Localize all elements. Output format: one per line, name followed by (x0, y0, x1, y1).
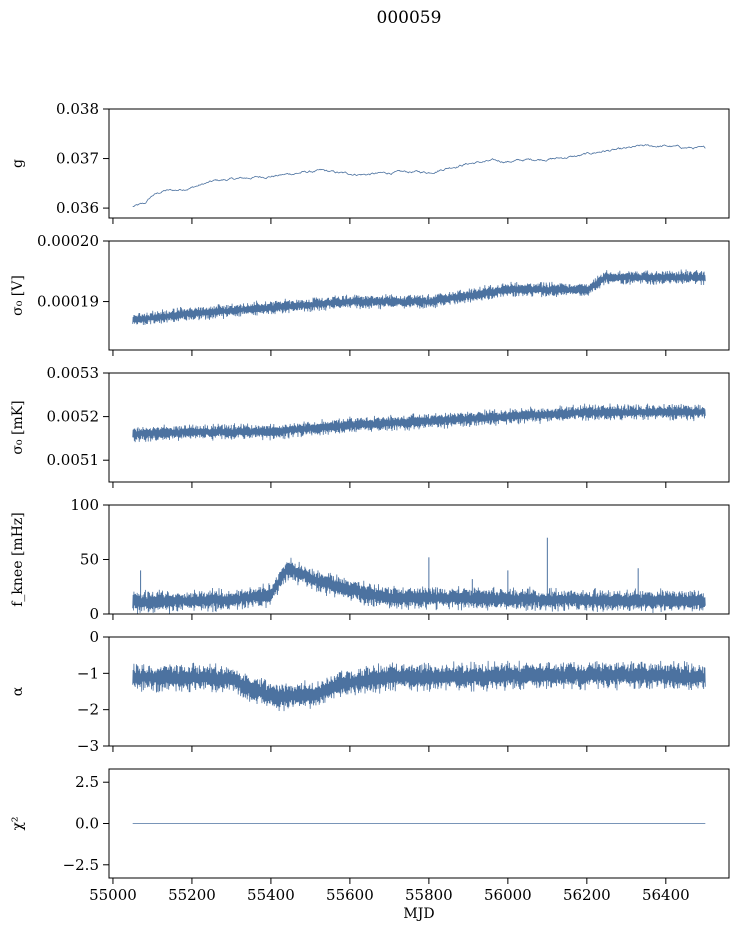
panel-0: 0.036 0.037 0.038 g (10, 100, 730, 224)
x-tick-label: 56000 (484, 886, 532, 904)
y-axis-label: g (10, 159, 26, 168)
y-tick-label: 0.00019 (37, 293, 99, 311)
x-tick-label: 55000 (89, 886, 137, 904)
plot-frame (108, 636, 730, 747)
y-tick-label: 0.036 (56, 199, 99, 217)
y-axis-label: α (10, 686, 26, 696)
plot-frame (108, 108, 730, 219)
y-tick-label: 0.0051 (47, 451, 100, 469)
y-axis-label: f_knee [mHz] (10, 512, 26, 607)
series-line (132, 557, 706, 614)
x-tick-label: 56400 (642, 886, 690, 904)
y-tick-label: 0.00020 (37, 232, 99, 250)
panel-1: 0.00019 0.00020 σ₀ [V] (10, 232, 730, 356)
y-tick-label: 0.0052 (47, 408, 100, 426)
series-line (132, 144, 706, 207)
y-tick-label: 2.5 (75, 773, 99, 791)
y-axis-label: χ² (10, 816, 26, 830)
series-line (132, 269, 706, 325)
panel-3: 0 50 100 f_knee [mHz] (10, 496, 730, 623)
y-tick-label: −3 (77, 737, 99, 755)
x-tick-label: 55600 (326, 886, 374, 904)
y-axis-label: σ₀ [V] (10, 275, 26, 316)
panel-5: −2.5 0.0 2.5 55000 55200 55400 55600 55800 56000… (10, 768, 730, 922)
y-tick-label: 0.0053 (47, 364, 100, 382)
y-tick-label: 0.037 (56, 150, 99, 168)
y-tick-label: −2 (77, 701, 99, 719)
y-axis-label: σ₀ [mK] (10, 400, 26, 454)
y-tick-label: −2.5 (63, 856, 99, 874)
y-tick-label: 0.038 (56, 100, 99, 118)
y-tick-label: 0 (89, 605, 99, 623)
plot-frame (108, 372, 730, 483)
series-line (132, 660, 706, 712)
plot-frame (108, 240, 730, 351)
x-tick-label: 56200 (563, 886, 611, 904)
x-axis-label: MJD (403, 906, 434, 922)
x-tick-label: 55400 (247, 886, 295, 904)
panel-2: 0.0051 0.0052 0.0053 σ₀ [mK] (10, 364, 730, 488)
y-tick-label: 100 (70, 496, 99, 514)
x-tick-label: 55200 (168, 886, 216, 904)
series-line (132, 403, 706, 443)
y-tick-label: −1 (77, 664, 99, 682)
panel-4: −3 −2 −1 0 α (10, 628, 730, 755)
figure-title: 000059 (377, 8, 442, 28)
y-tick-label: 0 (89, 628, 99, 646)
y-tick-label: 0.0 (75, 815, 99, 833)
y-tick-label: 50 (80, 551, 99, 569)
x-tick-label: 55800 (405, 886, 453, 904)
